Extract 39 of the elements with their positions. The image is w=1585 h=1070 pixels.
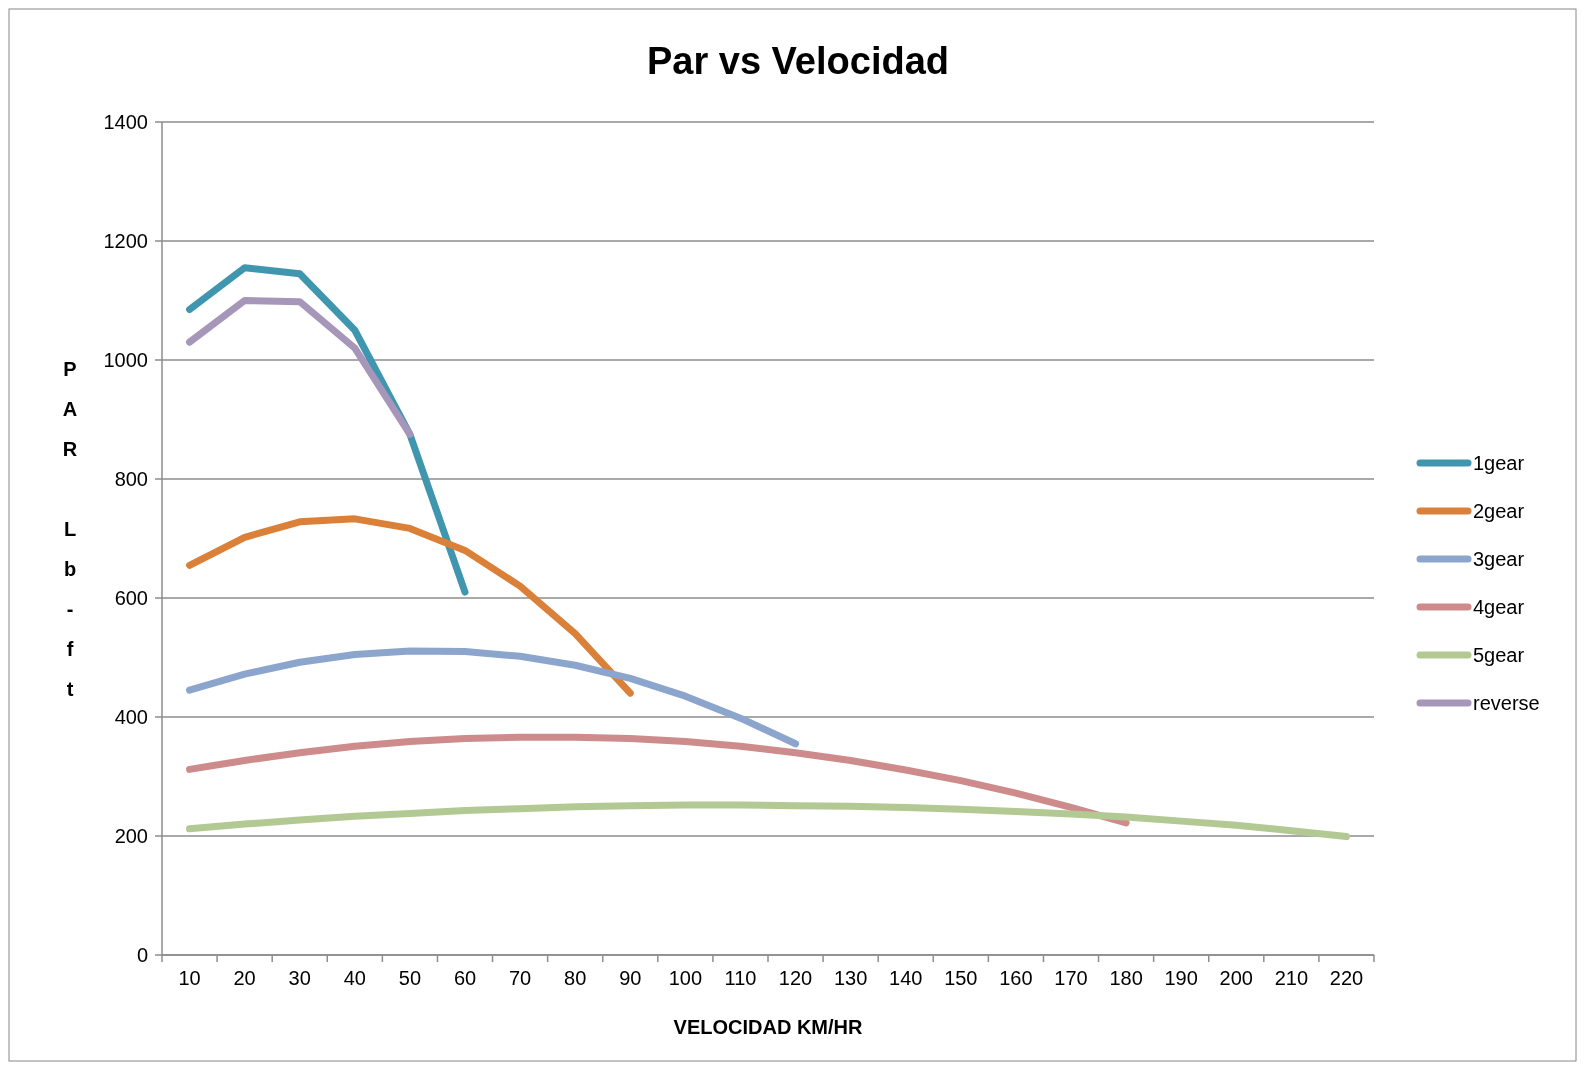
x-tick-label: 170 [1054, 967, 1088, 989]
x-axis-title: VELOCIDAD KM/HR [673, 1016, 863, 1038]
x-tick-label: 100 [668, 967, 703, 989]
x-tick-label: 130 [833, 967, 868, 989]
legend-label: 2gear [1473, 500, 1525, 522]
y-tick-label: 600 [114, 587, 148, 609]
legend-label: 1gear [1473, 452, 1525, 474]
x-tick-label: 180 [1109, 967, 1143, 989]
x-tick-label: 160 [999, 967, 1033, 989]
y-tick-label: 0 [136, 944, 148, 966]
chart-title: Par vs Velocidad [646, 40, 950, 82]
x-tick-label: 150 [944, 967, 978, 989]
x-tick-label: 50 [398, 967, 422, 989]
x-tick-label: 90 [619, 967, 642, 989]
y-tick-label: 1000 [103, 349, 148, 371]
legend-label: 5gear [1473, 644, 1525, 666]
legend-label: 3gear [1473, 548, 1525, 570]
x-tick-label: 20 [233, 967, 256, 989]
y-tick-label: 400 [114, 706, 148, 728]
y-tick-label: 1400 [103, 111, 148, 133]
x-tick-label: 80 [564, 967, 587, 989]
x-tick-label: 200 [1219, 967, 1253, 989]
x-tick-label: 30 [288, 967, 311, 989]
x-tick-label: 110 [724, 967, 757, 989]
x-tick-label: 70 [508, 967, 532, 989]
y-axis-title: PAR Lb-ft [59, 358, 81, 718]
x-tick-label: 210 [1274, 967, 1309, 989]
y-tick-label: 1200 [103, 230, 148, 252]
y-tick-label: 200 [114, 825, 148, 847]
x-tick-label: 190 [1164, 967, 1198, 989]
x-tick-label: 10 [178, 967, 201, 989]
legend-label: 4gear [1473, 596, 1525, 618]
x-tick-label: 120 [778, 967, 813, 989]
x-tick-label: 40 [343, 967, 366, 989]
legend-label: reverse [1473, 692, 1540, 714]
x-tick-label: 140 [889, 967, 923, 989]
y-tick-label: 800 [114, 468, 148, 490]
x-tick-label: 60 [453, 967, 477, 989]
x-tick-label: 220 [1329, 967, 1364, 989]
